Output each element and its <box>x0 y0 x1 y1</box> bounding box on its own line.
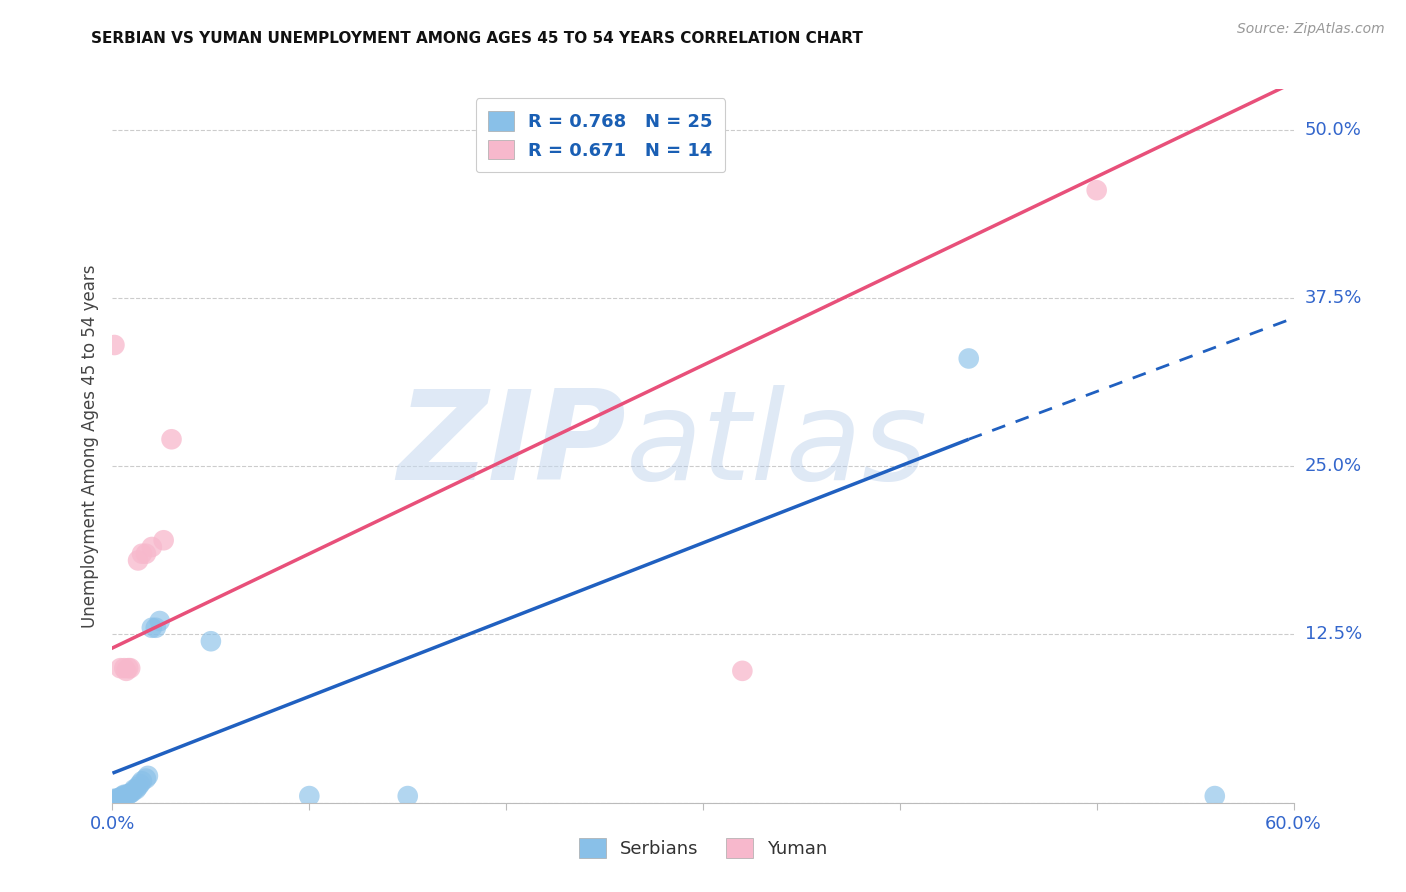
Point <box>135 547 157 561</box>
Point <box>121 785 143 799</box>
Point <box>110 661 132 675</box>
Point <box>141 621 163 635</box>
Point <box>103 338 125 352</box>
Text: ZIP: ZIP <box>398 385 626 507</box>
Point <box>127 780 149 794</box>
Text: SERBIAN VS YUMAN UNEMPLOYMENT AMONG AGES 45 TO 54 YEARS CORRELATION CHART: SERBIAN VS YUMAN UNEMPLOYMENT AMONG AGES… <box>91 31 863 46</box>
Point <box>117 788 139 802</box>
Point <box>957 351 980 366</box>
Text: 50.0%: 50.0% <box>1305 120 1361 138</box>
Point <box>117 661 139 675</box>
Point <box>1204 789 1226 803</box>
Point <box>160 432 183 446</box>
Point <box>129 777 152 791</box>
Point <box>103 791 125 805</box>
Point <box>135 772 157 786</box>
Text: 25.0%: 25.0% <box>1305 458 1362 475</box>
Y-axis label: Unemployment Among Ages 45 to 54 years: Unemployment Among Ages 45 to 54 years <box>80 264 98 628</box>
Point <box>141 540 163 554</box>
Point <box>731 664 754 678</box>
Point <box>127 553 149 567</box>
Point <box>110 790 132 805</box>
Text: 37.5%: 37.5% <box>1305 289 1362 307</box>
Point <box>298 789 321 803</box>
Point <box>120 661 142 675</box>
Point <box>112 661 135 675</box>
Point <box>136 769 159 783</box>
Point <box>145 621 167 635</box>
Point <box>131 547 153 561</box>
Point <box>122 782 145 797</box>
Text: 12.5%: 12.5% <box>1305 625 1362 643</box>
Point <box>111 789 134 803</box>
Text: Source: ZipAtlas.com: Source: ZipAtlas.com <box>1237 22 1385 37</box>
Point <box>112 788 135 802</box>
Point <box>131 774 153 789</box>
Point <box>396 789 419 803</box>
Point <box>105 791 128 805</box>
Point <box>149 614 172 628</box>
Point <box>200 634 222 648</box>
Point <box>125 782 148 797</box>
Point <box>152 533 174 548</box>
Point <box>1085 183 1108 197</box>
Point <box>107 791 129 805</box>
Point <box>115 788 138 802</box>
Point <box>115 664 138 678</box>
Legend: Serbians, Yuman: Serbians, Yuman <box>571 830 835 865</box>
Point <box>120 786 142 800</box>
Text: atlas: atlas <box>626 385 928 507</box>
